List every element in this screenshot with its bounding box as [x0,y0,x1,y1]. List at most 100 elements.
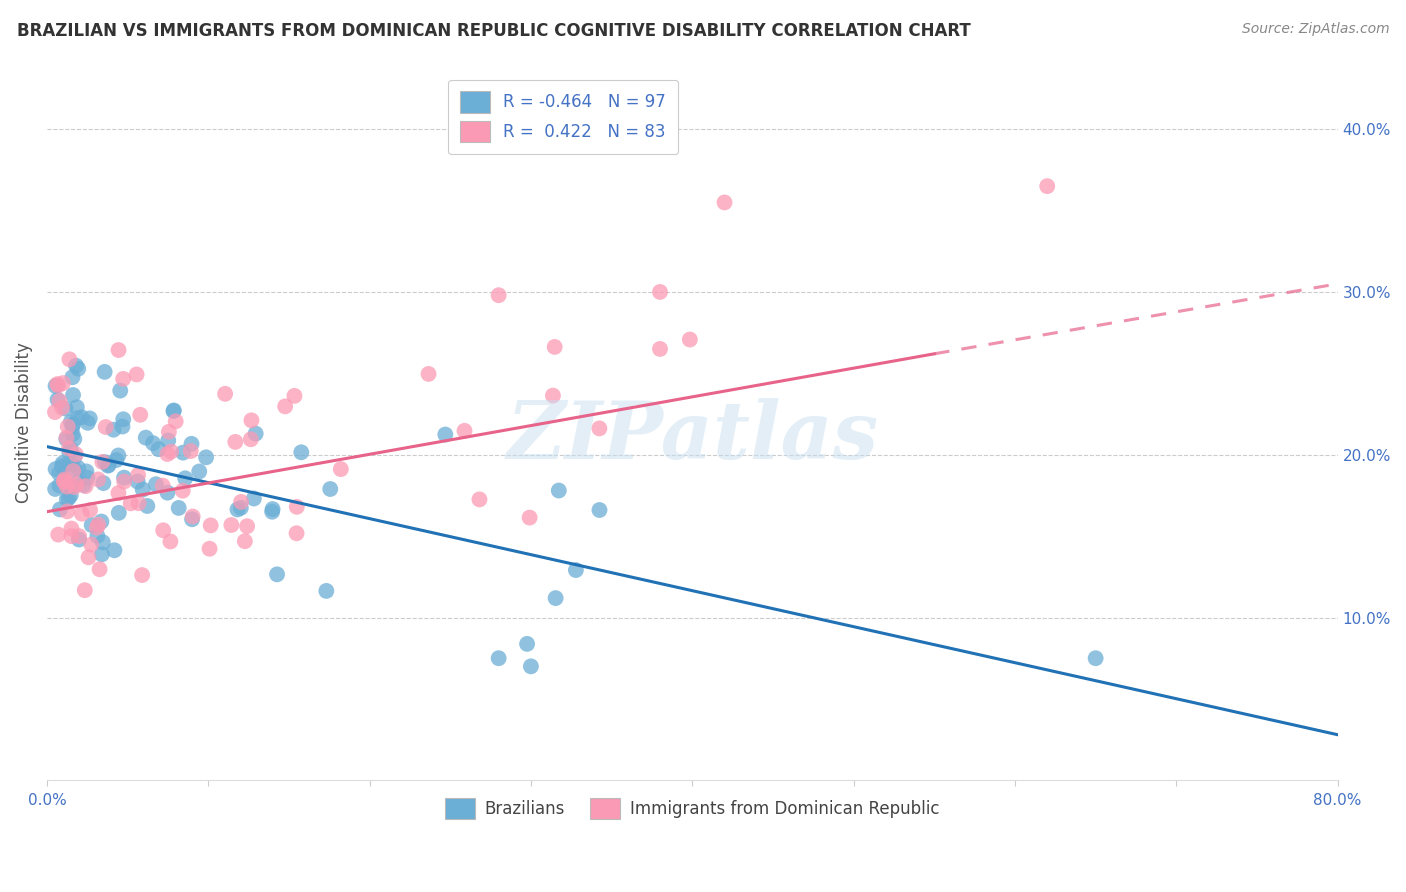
Point [94,420,117,434]
Point [51,401,73,415]
Point [180,444,202,458]
Point [488,651,510,665]
Point [274,400,297,414]
Point [93,365,115,379]
Point [112,372,135,386]
Point [48,478,70,492]
Point [56,504,79,518]
Point [62,417,84,432]
Point [59,442,82,456]
Point [157,425,180,439]
Point [165,414,187,428]
Point [70,507,93,521]
Point [145,477,167,491]
Point [65,359,87,373]
Point [240,413,263,427]
Point [62,388,84,402]
Point [221,518,243,533]
Point [283,389,305,403]
Point [56,419,79,434]
Point [1036,179,1059,194]
Text: BRAZILIAN VS IMMIGRANTS FROM DOMINICAN REPUBLIC COGNITIVE DISABILITY CORRELATION: BRAZILIAN VS IMMIGRANTS FROM DOMINICAN R… [17,22,970,40]
Point [713,195,735,210]
Point [262,505,284,519]
Point [544,340,567,354]
Point [56,492,79,507]
Point [75,479,97,493]
Point [67,361,90,376]
Point [97,458,120,473]
Point [80,538,103,552]
Point [1084,651,1107,665]
Point [229,500,252,515]
Point [236,519,259,533]
Point [319,482,342,496]
Point [67,533,90,547]
Point [136,499,159,513]
Point [90,515,112,529]
Point [44,405,66,419]
Point [329,462,352,476]
Point [77,550,100,565]
Point [128,496,150,510]
Point [60,479,83,493]
Point [48,394,70,409]
Point [63,480,86,494]
Point [181,512,204,526]
Point [453,424,475,438]
Point [290,445,312,459]
Point [156,447,179,461]
Point [51,458,73,473]
Point [89,562,111,576]
Point [224,434,246,449]
Point [152,478,174,492]
Point [200,518,222,533]
Point [285,526,308,541]
Point [111,419,134,434]
Point [142,436,165,450]
Point [58,441,80,455]
Point [245,426,267,441]
Point [127,468,149,483]
Point [48,467,70,481]
Point [157,434,180,448]
Point [60,522,83,536]
Point [87,517,110,532]
Point [195,450,218,465]
Point [55,432,77,446]
Point [172,483,194,498]
Point [129,408,152,422]
Point [60,529,83,543]
Point [152,523,174,537]
Point [198,541,221,556]
Point [103,543,125,558]
Point [127,475,149,489]
Point [59,457,82,471]
Point [55,431,77,445]
Point [86,529,108,543]
Point [229,495,252,509]
Point [131,568,153,582]
Point [52,460,75,475]
Point [162,404,184,418]
Point [87,473,110,487]
Point [226,502,249,516]
Point [93,476,115,491]
Point [46,377,69,392]
Point [45,462,67,476]
Point [112,475,135,489]
Point [91,455,114,469]
Point [62,370,84,384]
Point [679,333,702,347]
Point [588,421,610,435]
Point [112,412,135,426]
Point [52,475,75,489]
Point [188,465,211,479]
Point [172,445,194,459]
Point [107,343,129,357]
Point [156,485,179,500]
Point [73,478,96,492]
Point [148,442,170,457]
Point [544,591,567,606]
Point [125,368,148,382]
